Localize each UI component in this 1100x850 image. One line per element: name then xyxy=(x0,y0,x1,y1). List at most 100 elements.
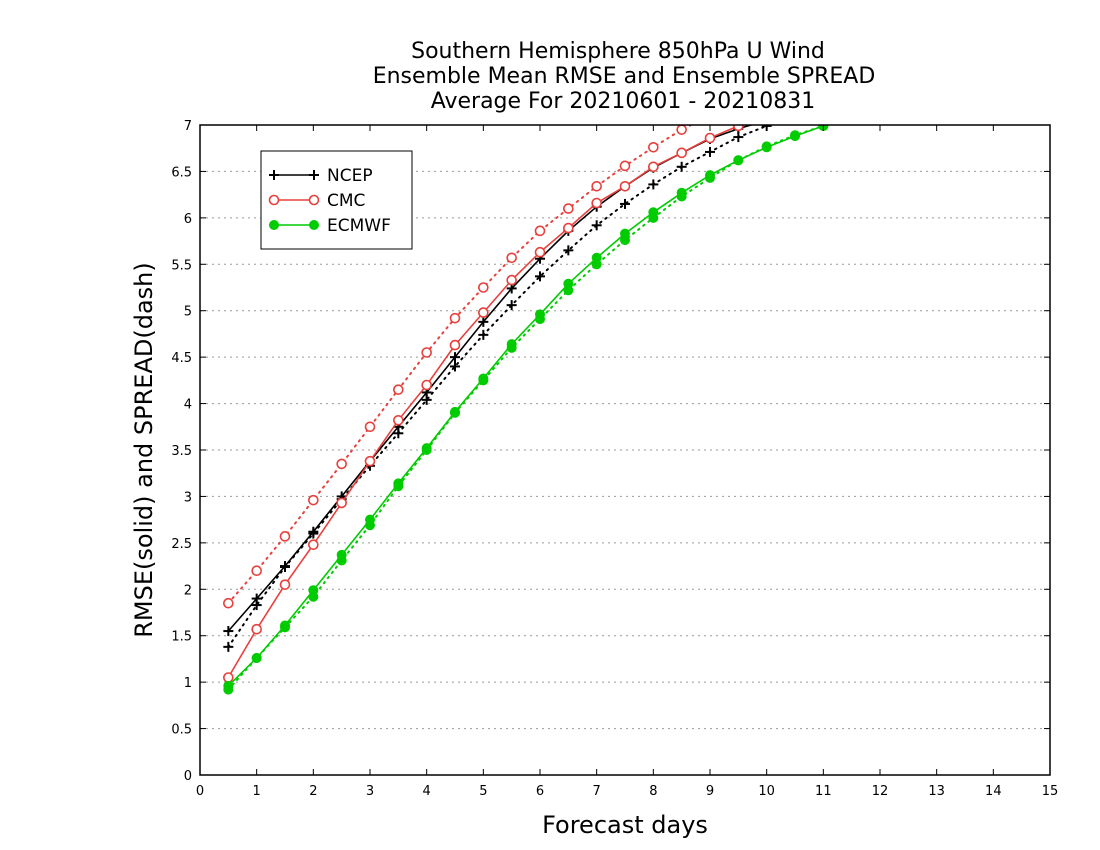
ecmwf-spread-point xyxy=(478,375,489,386)
cmc-point xyxy=(506,274,517,286)
ncep-spread-point xyxy=(280,562,290,572)
ecmwf-spread-point xyxy=(676,191,687,202)
legend-marker xyxy=(269,220,279,230)
x-tick-label: 12 xyxy=(872,784,889,799)
cmc-spread-point xyxy=(591,180,602,192)
cmc-spread-point xyxy=(364,421,376,433)
ecmwf-spread-point xyxy=(761,141,772,152)
x-tick-label: 10 xyxy=(758,784,775,799)
cmc-point xyxy=(591,197,602,209)
cmc-spread-point xyxy=(619,160,631,172)
x-tick-label: 15 xyxy=(1042,784,1059,799)
x-tick-label: 13 xyxy=(928,784,945,799)
cmc-spread-point xyxy=(506,252,517,264)
ncep-point xyxy=(223,626,234,637)
x-tick-label: 5 xyxy=(479,784,487,799)
cmc-spread-point xyxy=(421,347,432,358)
y-axis-label: RMSE(solid) and SPREAD(dash) xyxy=(130,262,158,638)
x-tick-label: 2 xyxy=(309,784,317,799)
x-tick-label: 7 xyxy=(593,784,601,799)
cmc-point xyxy=(364,455,376,467)
y-tick-label: 2 xyxy=(184,583,192,598)
ncep-spread-point xyxy=(705,146,715,157)
y-tick-label: 0.5 xyxy=(171,723,192,738)
cmc-point xyxy=(563,222,574,234)
cmc-point xyxy=(648,161,659,173)
x-axis: 0 1 2 3 4 5 6 7 8 9 10 11 12 13 14 15 xyxy=(196,125,1058,799)
ecmwf-spread-point xyxy=(591,259,602,270)
legend-entry: CMC xyxy=(268,191,365,211)
y-tick-label: 0 xyxy=(184,769,192,784)
ncep-spread-point xyxy=(506,300,517,311)
cmc-point xyxy=(704,132,716,144)
legend-marker xyxy=(268,194,280,206)
ncep-spread-point xyxy=(563,245,574,256)
y-tick-label: 2.5 xyxy=(171,537,192,552)
legend-marker xyxy=(308,194,320,206)
legend-entry: NCEP xyxy=(269,166,373,186)
ecmwf-line xyxy=(227,125,824,687)
ncep-spread-point xyxy=(223,641,234,652)
cmc-point xyxy=(336,497,347,509)
legend-entry: ECMWF xyxy=(269,216,391,236)
legend-label: NCEP xyxy=(327,166,373,186)
ecmwf-spread-point xyxy=(705,172,715,183)
chart-title-line-2: Ensemble Mean RMSE and Ensemble SPREAD xyxy=(373,64,876,89)
cmc-spread-point xyxy=(308,494,319,506)
cmc-spread-point xyxy=(251,565,262,577)
ncep-spread-point xyxy=(478,329,489,340)
ncep-spread-point xyxy=(535,271,545,282)
cmc-point xyxy=(478,307,489,318)
ecmwf-spread-point xyxy=(223,684,234,695)
y-tick-label: 6.5 xyxy=(171,165,192,180)
x-tick-label: 0 xyxy=(196,784,204,799)
ncep-spread-point xyxy=(733,132,744,143)
ecmwf-spread-line xyxy=(227,125,825,691)
x-axis-label: Forecast days xyxy=(542,811,708,839)
y-tick-label: 3 xyxy=(184,490,192,505)
x-tick-label: 6 xyxy=(536,784,544,799)
x-tick-label: 1 xyxy=(253,784,261,799)
x-tick-label: 8 xyxy=(649,784,657,799)
cmc-spread-point xyxy=(478,282,489,293)
cmc-spread-point xyxy=(449,312,461,324)
ncep-spread-line xyxy=(227,125,768,648)
y-axis: 0 0.5 1 1.5 2 2.5 3 3.5 4 4.5 5 5.5 6 6.5 7 xyxy=(171,119,1050,784)
legend: NCEP CMC ECMWF xyxy=(260,150,413,250)
y-tick-label: 5 xyxy=(184,305,192,320)
chart-title-line-3: Average For 20210601 - 20210831 xyxy=(431,89,816,114)
legend-label: CMC xyxy=(327,191,365,211)
ncep-point xyxy=(478,316,489,327)
cmc-spread-point xyxy=(648,141,659,153)
ncep-spread-point xyxy=(676,161,687,172)
ncep-spread-point xyxy=(308,528,319,539)
ecmwf-spread-point xyxy=(365,520,375,531)
ncep-point xyxy=(450,352,460,363)
cmc-spread-point xyxy=(223,597,234,609)
ncep-spread-point xyxy=(393,428,404,439)
cmc-point xyxy=(676,147,687,159)
ecmwf-spread-point xyxy=(450,407,460,418)
cmc-point xyxy=(534,246,546,258)
ecmwf-spread-point xyxy=(251,653,262,663)
x-tick-label: 4 xyxy=(423,784,431,799)
ncep-spread-point xyxy=(591,220,602,231)
ncep-spread-point xyxy=(648,179,659,190)
cmc-point xyxy=(251,623,262,635)
ecmwf-spread-point xyxy=(620,235,630,246)
cmc-spread-point xyxy=(279,531,291,542)
series-layer xyxy=(223,125,829,695)
cmc-point xyxy=(733,125,744,132)
x-tick-label: 9 xyxy=(706,784,714,799)
y-tick-label: 1 xyxy=(184,676,192,691)
ecmwf-spread-point xyxy=(563,285,574,296)
ncep-spread-point xyxy=(421,394,432,405)
legend-marker xyxy=(269,170,279,180)
ncep-spread-point xyxy=(620,198,630,209)
ecmwf-spread-point xyxy=(421,445,432,455)
cmc-point xyxy=(393,414,404,426)
y-tick-label: 4.5 xyxy=(171,351,192,366)
chart-title-line-1: Southern Hemisphere 850hPa U Wind xyxy=(411,39,825,64)
